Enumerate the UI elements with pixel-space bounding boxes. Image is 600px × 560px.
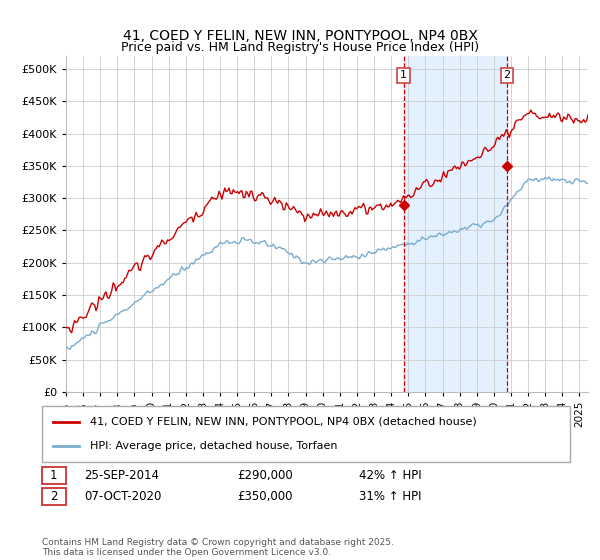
Bar	[404, 56, 507, 392]
Text: 07-OCT-2020: 07-OCT-2020	[84, 490, 161, 503]
Text: Price paid vs. HM Land Registry's House Price Index (HPI): Price paid vs. HM Land Registry's House …	[121, 41, 479, 54]
Text: 1: 1	[50, 469, 58, 482]
FancyBboxPatch shape	[42, 467, 66, 484]
Text: 42% ↑ HPI: 42% ↑ HPI	[359, 469, 421, 482]
Text: 1: 1	[400, 71, 407, 81]
Text: 41, COED Y FELIN, NEW INN, PONTYPOOL, NP4 0BX (detached house): 41, COED Y FELIN, NEW INN, PONTYPOOL, NP…	[89, 417, 476, 427]
Text: 2: 2	[50, 490, 58, 503]
Text: Contains HM Land Registry data © Crown copyright and database right 2025.
This d: Contains HM Land Registry data © Crown c…	[42, 538, 394, 557]
Text: 31% ↑ HPI: 31% ↑ HPI	[359, 490, 421, 503]
Text: £290,000: £290,000	[238, 469, 293, 482]
Text: 25-SEP-2014: 25-SEP-2014	[84, 469, 159, 482]
Text: 2: 2	[503, 71, 511, 81]
FancyBboxPatch shape	[42, 488, 66, 505]
FancyBboxPatch shape	[42, 406, 570, 462]
Text: £350,000: £350,000	[238, 490, 293, 503]
Text: HPI: Average price, detached house, Torfaen: HPI: Average price, detached house, Torf…	[89, 441, 337, 451]
Text: 41, COED Y FELIN, NEW INN, PONTYPOOL, NP4 0BX: 41, COED Y FELIN, NEW INN, PONTYPOOL, NP…	[122, 29, 478, 44]
